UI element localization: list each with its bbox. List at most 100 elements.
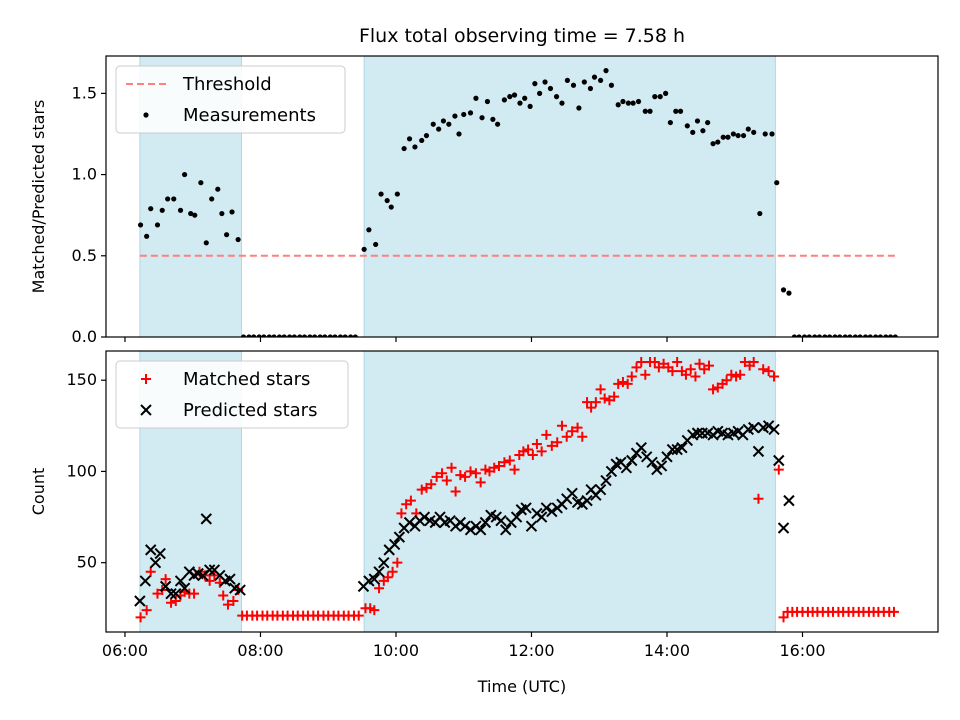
measurement-point [806,334,812,337]
measurement-point [635,98,642,105]
measurement-point [154,222,161,228]
predicted-star-marker [762,420,775,432]
predicted-star-marker [535,511,548,523]
measurement-point [581,79,587,85]
measurement-point [490,116,496,122]
y-axis-label: Matched/Predicted stars [29,100,48,294]
measurement-point [430,121,436,127]
predicted-star-marker [635,442,647,454]
legend-label: Measurements [183,105,316,126]
matched-star-marker [685,364,696,375]
predicted-star-marker [525,520,538,532]
predicted-star-marker [388,538,401,551]
matched-star-marker [509,464,520,475]
measurement-point [576,105,582,111]
matched-star-marker [773,464,784,475]
measurement-point [384,197,390,204]
x-tick-label: 16:00 [779,641,825,660]
matched-star-marker [613,378,624,389]
measurement-point [137,222,144,228]
measurement-point [527,103,533,109]
measurement-point [652,94,658,100]
matched-star-marker [758,364,769,375]
predicted-star-marker [368,573,381,585]
measurement-point [366,227,372,233]
matched-star-marker [392,557,403,568]
series-predicted-stars [134,420,795,607]
predicted-star-marker [234,584,246,596]
predicted-star-marker [520,502,532,514]
measurement-point [394,191,400,197]
predicted-star-marker [510,511,523,523]
matched-star-marker [455,470,466,481]
matched-star-marker [778,612,789,623]
plot-area [137,68,898,337]
measurement-point [322,334,328,337]
measurement-point [229,209,235,215]
measurement-point [720,134,726,140]
measurement-point [620,98,626,105]
series-matched-stars [135,356,899,623]
matched-star-marker [577,431,588,442]
measurement-point [570,82,577,88]
x-tick-label: 12:00 [508,641,554,660]
predicted-star-marker [154,547,166,560]
measurement-point [735,132,741,139]
matched-star-marker [531,439,542,450]
matched-star-marker [609,391,620,402]
measurement-point [484,98,491,105]
legend: Threshold Measurements [115,65,346,134]
matched-star-marker [586,402,597,413]
matched-star-marker [622,378,633,389]
matched-star-marker [617,377,628,388]
bottom-panel-count-plot: 50 100 150 06:00 08:00 10:00 12:00 14:00 16:00 Co… [29,350,939,696]
matched-star-marker [753,493,764,504]
predicted-star-marker [495,514,507,527]
measurement-point [857,334,863,337]
matched-star-marker [416,484,427,495]
measurement-point [412,144,418,150]
x-tick-label: 10:00 [373,641,419,660]
x-axis-label: Time (UTC) [477,677,566,696]
matched-star-marker [189,588,200,599]
predicted-star-marker [676,442,688,454]
matched-star-marker [353,610,364,621]
measurement-point [171,196,177,202]
measurement-point [378,191,384,197]
matched-star-marker [649,356,660,367]
measurement-point [291,334,297,337]
matched-star-marker [518,446,529,457]
x-tick-label: 08:00 [237,641,283,660]
matched-star-marker [489,462,500,473]
measurement-point [192,212,198,218]
matched-star-marker [141,605,152,616]
matched-star-marker [672,356,683,367]
matched-star-marker [166,597,177,608]
matched-star-marker [748,356,759,367]
matched-star-marker [527,450,538,461]
measurement-point [467,110,474,116]
predicted-star-marker [200,513,212,525]
measurement-point [591,74,598,80]
predicted-star-marker [159,580,172,593]
matched-star-marker [595,384,606,395]
measurement-point [547,85,554,92]
predicted-star-marker [165,587,177,600]
measurement-point [883,334,889,337]
predicted-star-marker [581,494,593,507]
predicted-star-marker [373,566,385,578]
matched-star-marker [499,457,510,468]
measurement-point [246,334,252,337]
matched-star-marker [567,426,578,437]
matched-star-marker [541,429,552,440]
measurement-point [235,236,241,243]
measurement-point [517,100,523,106]
legend-box [115,360,349,429]
matched-star-marker [228,595,239,606]
measurement-point [667,119,673,126]
measurement-point [877,334,884,337]
matched-star-marker [145,566,156,577]
measurement-point [740,132,747,139]
predicted-star-marker [403,516,416,529]
